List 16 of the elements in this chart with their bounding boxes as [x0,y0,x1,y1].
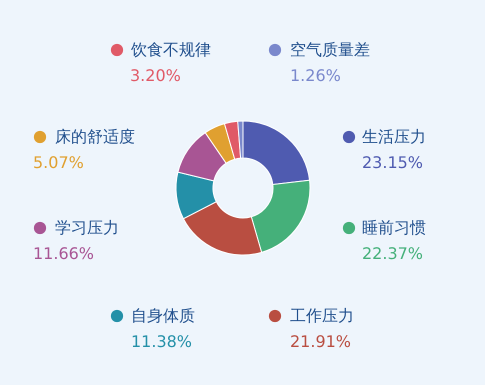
legend-label: 床的舒适度 [55,127,135,146]
legend-label: 工作压力 [290,306,354,325]
legend-label: 睡前习惯 [362,218,426,237]
legend-label: 饮食不规律 [130,40,211,59]
data-label: 23.15% [362,153,424,172]
data-label: 5.07% [33,153,84,172]
data-label: 11.66% [33,244,94,263]
legend-label: 生活压力 [362,127,426,146]
legend-label: 空气质量差 [290,40,370,59]
data-label: 21.91% [290,332,352,351]
data-label: 3.20% [130,66,181,85]
data-label: 1.26% [290,66,341,85]
legend-label: 学习压力 [55,218,119,237]
data-label: 11.38% [131,332,192,351]
data-label: 22.37% [362,244,424,263]
legend-label: 自身体质 [131,306,195,325]
